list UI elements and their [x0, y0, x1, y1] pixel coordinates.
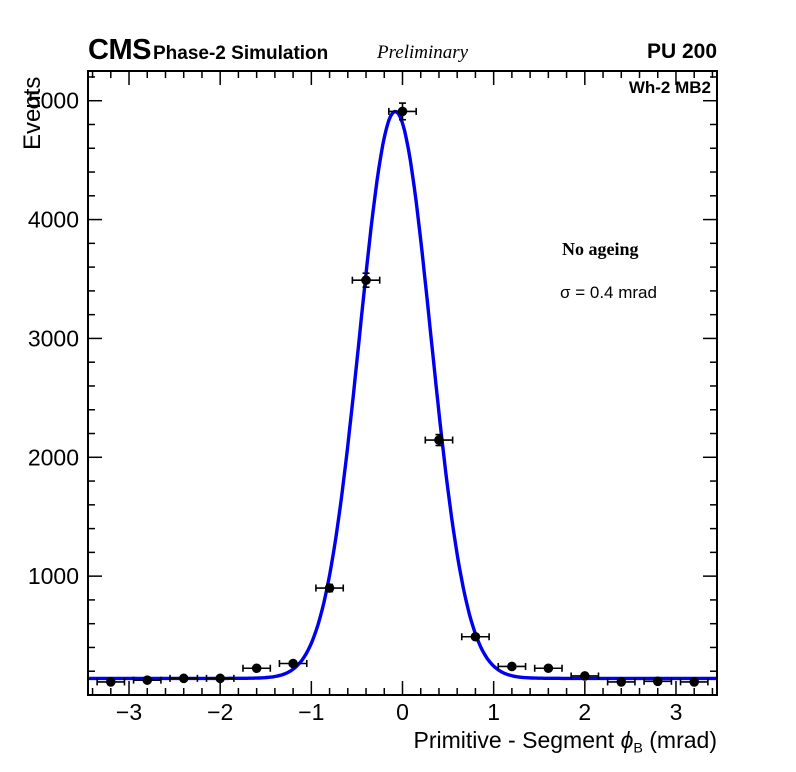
- data-point: [507, 661, 517, 672]
- data-point: [361, 275, 371, 285]
- data-points: [96, 102, 709, 687]
- data-point: [288, 658, 298, 669]
- y-tick-label: 5000: [28, 88, 79, 114]
- tick-labels: −3 −2 −1 0 1 2 3 1000 2000 3000 4000 5000: [28, 88, 683, 725]
- x-tick-label: 2: [578, 699, 591, 725]
- x-title-prefix: Primitive - Segment: [413, 727, 621, 753]
- x-title-suffix: (mrad): [642, 727, 717, 753]
- data-point: [470, 631, 481, 642]
- data-point: [616, 677, 627, 687]
- data-point: [543, 663, 554, 674]
- data-point: [251, 663, 262, 674]
- data-point: [689, 677, 700, 687]
- simulation-label: Phase-2 Simulation: [153, 43, 329, 64]
- x-tick-label: −1: [298, 699, 324, 725]
- preliminary-label: Preliminary: [377, 42, 469, 63]
- y-tick-label: 4000: [28, 207, 79, 233]
- plot-frame: [87, 70, 718, 696]
- y-tick-label: 3000: [28, 325, 79, 351]
- phi-symbol: ϕ: [620, 727, 634, 753]
- data-point: [142, 675, 153, 685]
- x-tick-label: −3: [116, 699, 142, 725]
- wheel-station-label: Wh-2 MB2: [628, 78, 711, 97]
- x-tick-label: 1: [487, 699, 500, 725]
- data-point: [652, 676, 663, 687]
- y-tick-label: 2000: [28, 444, 79, 470]
- experiment-label: CMS: [88, 34, 151, 66]
- x-tick-label: −2: [207, 699, 233, 725]
- phi-subscript: B: [633, 740, 643, 757]
- data-point: [105, 677, 116, 687]
- x-axis-title: Primitive - Segment ϕB (mrad): [413, 727, 718, 757]
- x-tick-label: 0: [396, 699, 409, 725]
- data-point: [215, 673, 225, 684]
- data-point: [397, 106, 408, 117]
- x-tick-label: 3: [670, 699, 683, 725]
- pileup-label: PU 200: [646, 40, 717, 63]
- y-tick-label: 1000: [28, 563, 79, 589]
- axis-ticks: [88, 71, 717, 696]
- data-point: [434, 435, 444, 445]
- data-point: [178, 673, 189, 684]
- fit-curve: [88, 109, 717, 681]
- data-point: [580, 671, 590, 681]
- sigma-annotation: σ = 0.4 mrad: [560, 283, 657, 302]
- ageing-annotation: No ageing: [562, 239, 639, 259]
- y-axis-title: Events: [19, 76, 46, 150]
- data-point: [324, 583, 335, 593]
